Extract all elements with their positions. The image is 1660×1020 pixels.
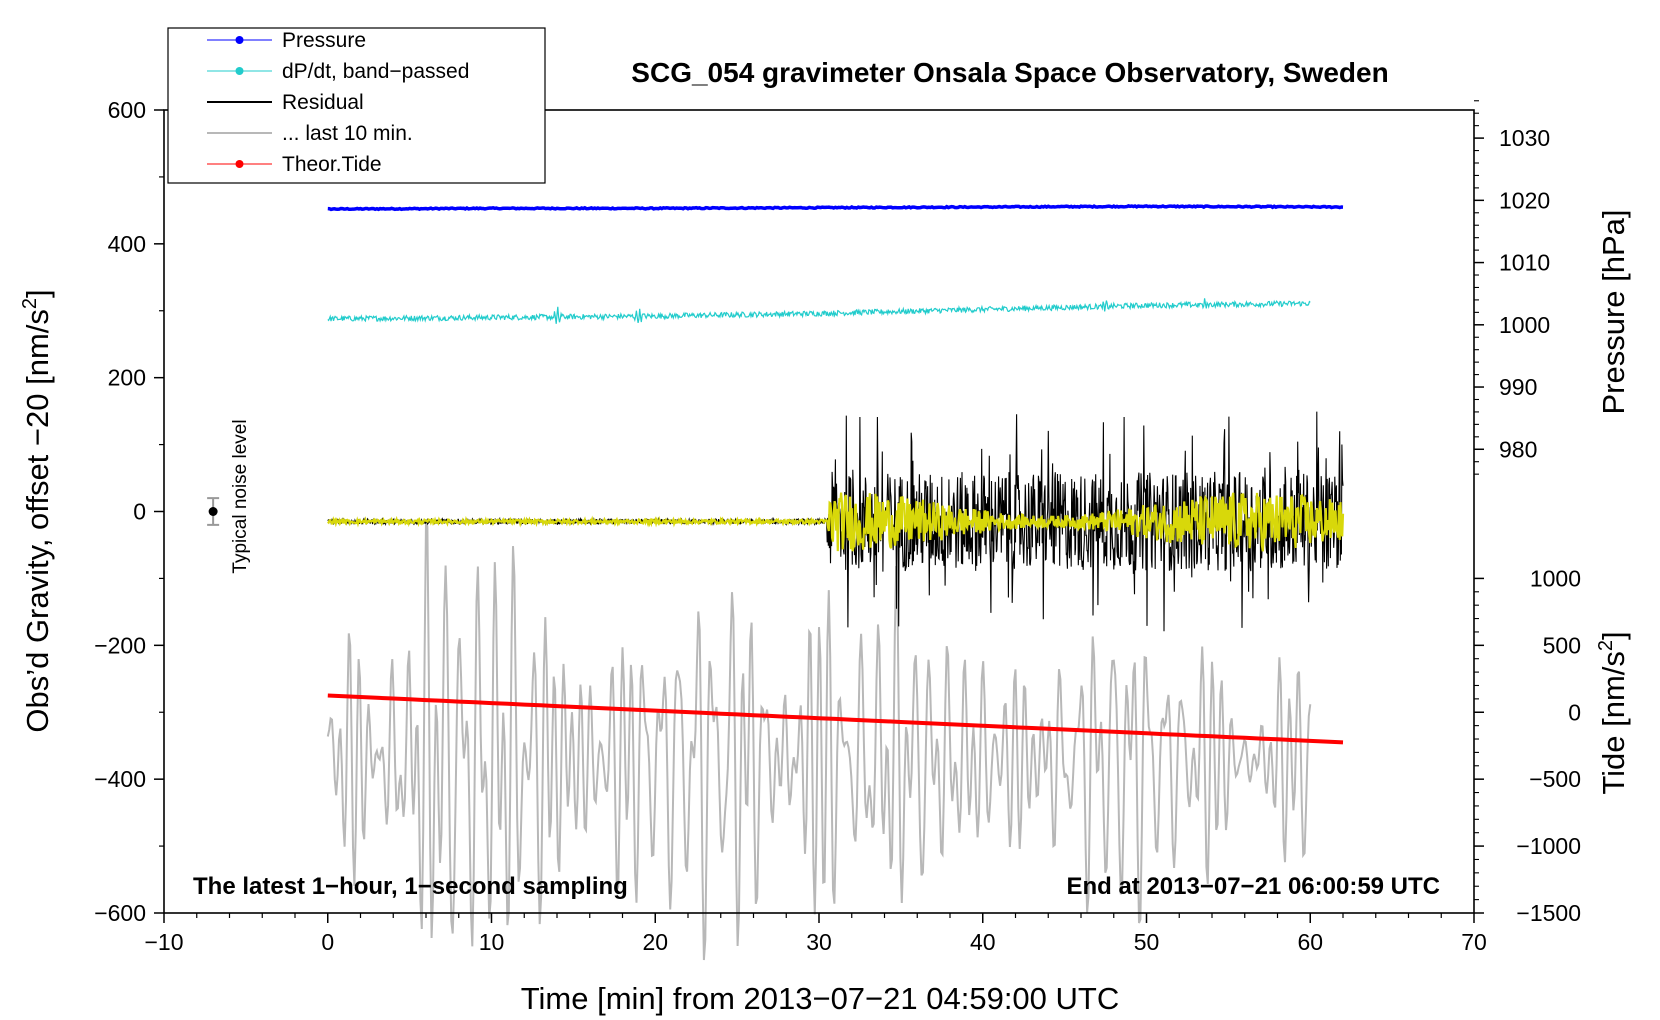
tide-axis-label-sup: 2: [1595, 640, 1617, 651]
x-tick-label: 20: [642, 929, 668, 955]
tide-axis-label-main: Tide [nm/s: [1596, 651, 1631, 795]
x-tick-label: 70: [1461, 929, 1487, 955]
series-layer: [326, 204, 1345, 961]
x-tick-label: 40: [970, 929, 996, 955]
legend-marker: [235, 67, 244, 75]
x-axis: −10 0 10 20 30 40 50 60 70: [144, 913, 1487, 955]
x-tick-label: 0: [321, 929, 334, 955]
annotation-left: The latest 1−hour, 1−second sampling: [193, 873, 628, 900]
series-dpdt: [327, 298, 1311, 324]
tide-tick-label: 1000: [1530, 565, 1581, 591]
pressure-tick-label: 1030: [1499, 125, 1550, 151]
legend-label: Theor.Tide: [282, 153, 382, 176]
tide-tick-label: 0: [1568, 699, 1581, 725]
y-tick-label: −400: [94, 766, 146, 792]
y-tick-label: 0: [133, 499, 146, 525]
tide-axis-label: Tide [nm/s2]: [1595, 631, 1631, 794]
legend-marker: [235, 36, 244, 44]
noise-marker: Typical noise level: [207, 419, 251, 574]
y-axis-label-main: Obs’d Gravity, offset −20 [nm/s: [20, 309, 55, 733]
legend-box: [167, 27, 546, 184]
y-axis-label-sup: 2: [19, 298, 41, 309]
tide-axis: −1500 −1000 −500 0 500 1000: [1474, 565, 1581, 926]
noise-point: [208, 507, 218, 516]
x-tick-label: 60: [1297, 929, 1323, 955]
x-tick-label: 10: [479, 929, 505, 955]
y-tick-label: 400: [108, 231, 146, 257]
tide-tick-label: 500: [1543, 632, 1581, 658]
pressure-axis: 980 990 1000 1010 1020 1030: [1474, 100, 1550, 475]
x-tick-label: 50: [1134, 929, 1160, 955]
legend-items: Pressure dP/dt, band−passed Residual ... la…: [207, 29, 469, 176]
series-theor-tide: [327, 693, 1344, 745]
y-tick-label: −600: [94, 900, 146, 926]
series-pressure: [327, 204, 1344, 212]
pressure-tick-label: 1020: [1499, 187, 1550, 213]
tide-tick-label: −1500: [1516, 900, 1581, 926]
legend: Pressure dP/dt, band−passed Residual ... la…: [167, 27, 546, 184]
tide-axis-label-close: ]: [1596, 631, 1631, 640]
legend-label: ... last 10 min.: [282, 122, 413, 145]
series-last-10-min: [326, 520, 1312, 961]
legend-marker: [235, 160, 244, 168]
tide-tick-label: −1000: [1516, 833, 1581, 859]
tide-tick-label: −500: [1529, 766, 1581, 792]
y-axis-label: Obs’d Gravity, offset −20 [nm/s2]: [19, 289, 55, 732]
noise-label: Typical noise level: [230, 419, 251, 573]
series-residual-smoothed: [327, 492, 1345, 552]
pressure-tick-label: 1000: [1499, 312, 1550, 338]
pressure-tick-label: 990: [1499, 374, 1537, 400]
y-tick-label: −200: [94, 632, 146, 658]
legend-label: Pressure: [282, 29, 366, 52]
pressure-tick-label: 980: [1499, 436, 1537, 462]
chart-title: SCG_054 gravimeter Onsala Space Observat…: [631, 57, 1388, 88]
y-tick-label: 200: [108, 365, 146, 391]
pressure-tick-label: 1010: [1499, 250, 1550, 276]
x-tick-label: 30: [806, 929, 832, 955]
annotation-right: End at 2013−07−21 06:00:59 UTC: [1066, 873, 1440, 900]
x-axis-label: Time [min] from 2013−07−21 04:59:00 UTC: [521, 981, 1120, 1016]
y-tick-label: 600: [108, 97, 146, 123]
y-axis-label-close: ]: [20, 289, 55, 298]
x-tick-label: −10: [144, 929, 183, 955]
legend-label: Residual: [282, 91, 364, 114]
legend-label: dP/dt, band−passed: [282, 60, 469, 83]
pressure-axis-label: Pressure [hPa]: [1596, 209, 1631, 414]
y-axis: −600 −400 −200 0 200 400 600: [94, 97, 164, 926]
